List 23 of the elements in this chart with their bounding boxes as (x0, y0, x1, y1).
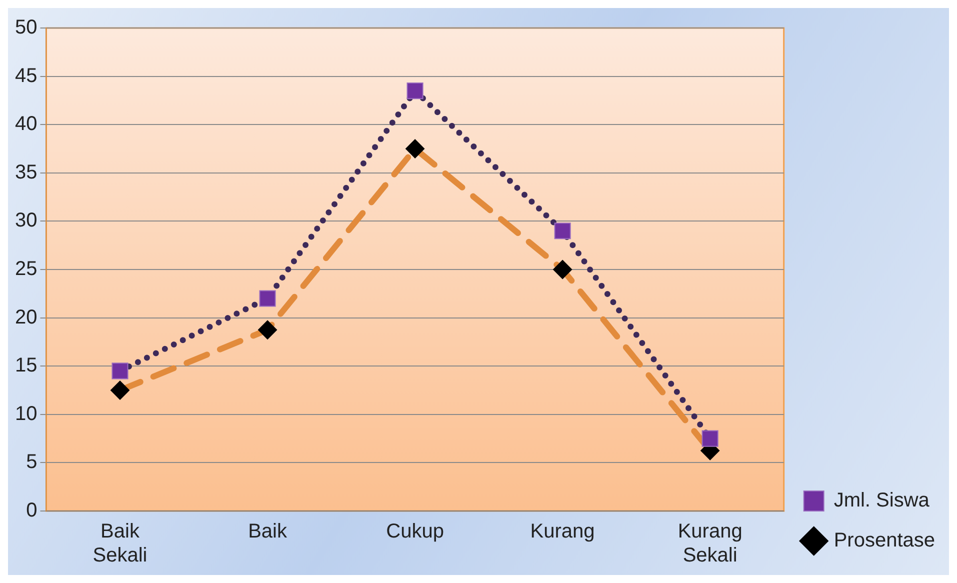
y-tick-label: 10 (14, 402, 38, 425)
point (702, 430, 718, 447)
y-tick-label: 30 (14, 210, 38, 232)
y-tick-label: 35 (14, 161, 38, 184)
x-tick-label: Cukup (386, 520, 444, 543)
y-tick-label: 0 (26, 500, 38, 522)
legend-label: Jml. Siswa (834, 490, 930, 512)
x-tick-label: Baik (248, 520, 288, 543)
point (406, 82, 424, 100)
y-tick-label: 25 (14, 258, 38, 280)
y-tick-label: 20 (14, 306, 38, 328)
point (259, 290, 276, 307)
y-tick-label: 45 (14, 64, 38, 87)
x-tick-label: Kurang Sekali (678, 520, 742, 567)
point (112, 362, 128, 380)
y-tick-label: 50 (14, 16, 38, 39)
legend-label: Prosentase (834, 530, 935, 552)
x-tick-label: Kurang (530, 520, 595, 543)
point (554, 222, 571, 240)
y-tick-label: 15 (14, 354, 38, 377)
y-tick-label: 40 (14, 113, 38, 136)
x-tick-label: Baik Sekali (92, 520, 148, 567)
y-tick-label: 5 (26, 451, 38, 474)
